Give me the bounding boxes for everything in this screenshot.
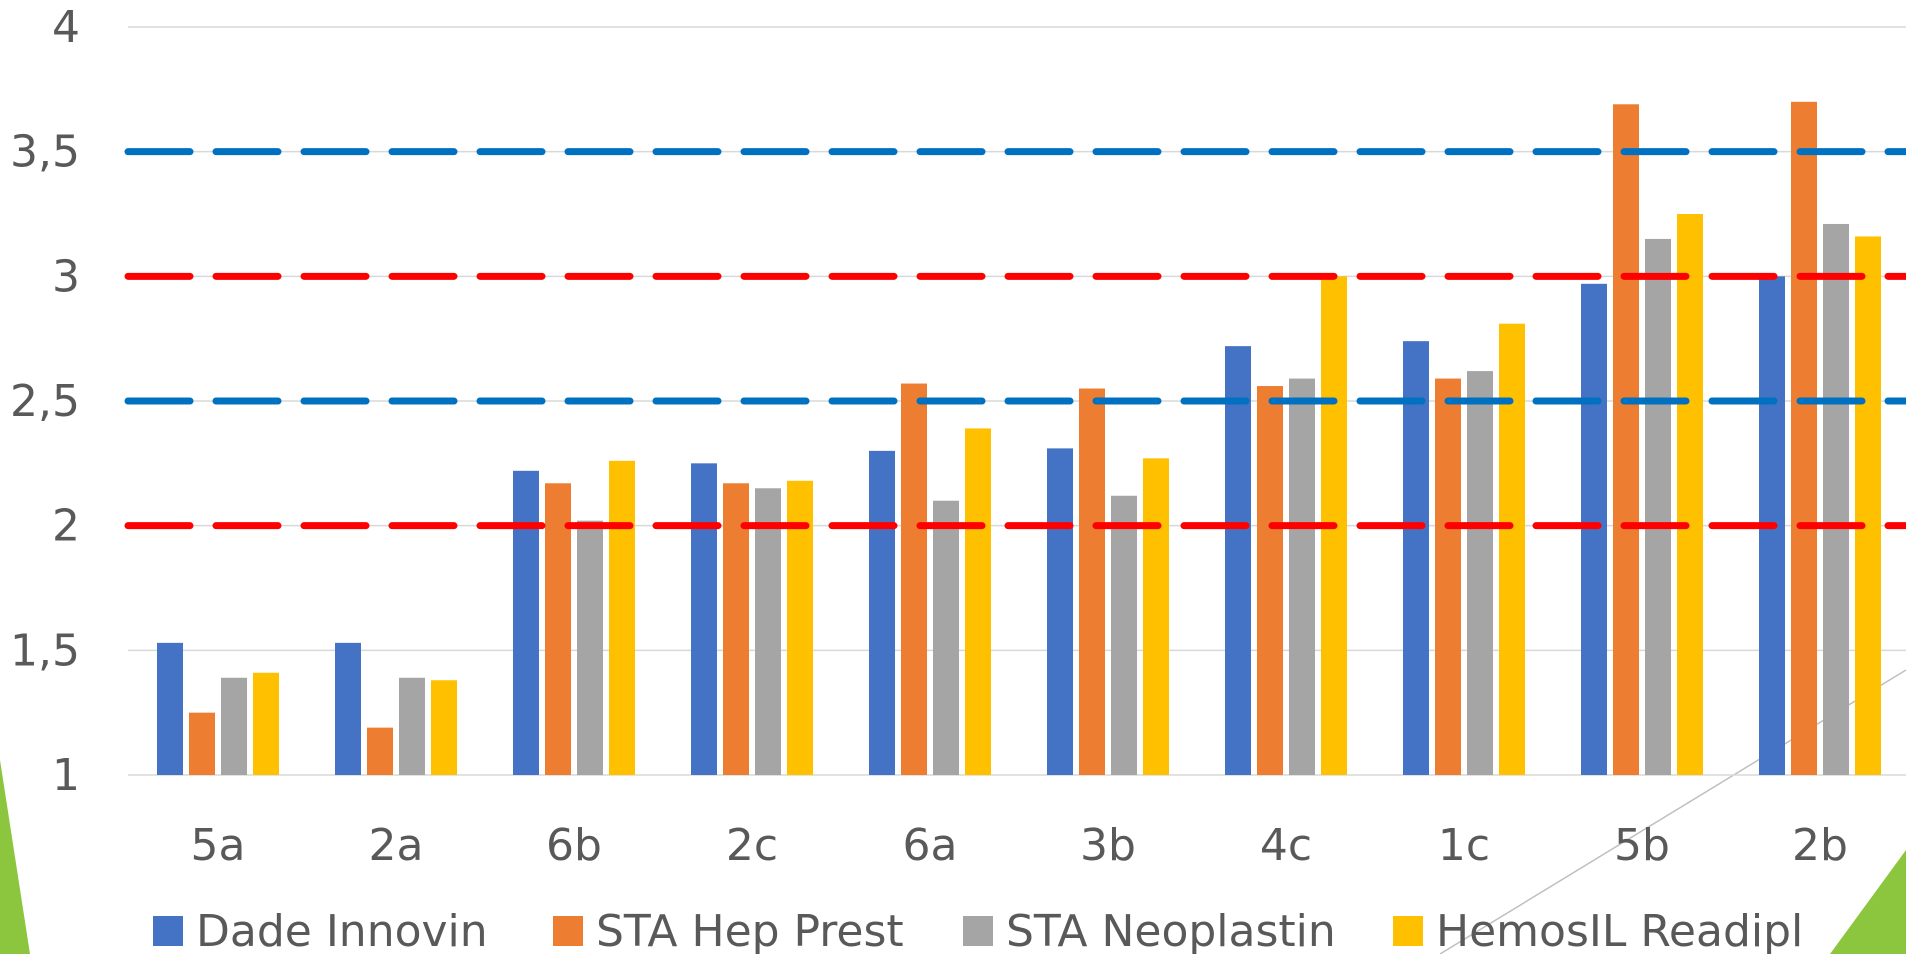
- bar: [723, 483, 749, 775]
- bar: [1823, 223, 1849, 775]
- y-tick-label: 2,5: [10, 376, 80, 427]
- bar: [1613, 104, 1639, 775]
- bar: [1791, 101, 1817, 776]
- bar: [1467, 371, 1493, 775]
- bar: [1581, 283, 1607, 775]
- bar: [545, 483, 571, 775]
- bar: [577, 520, 603, 775]
- bar: [1047, 448, 1073, 775]
- legend-label: Dade Innovin: [196, 906, 488, 954]
- legend-swatch: [963, 916, 993, 946]
- bar: [691, 463, 717, 775]
- bar: [221, 677, 247, 775]
- y-tick-label: 1,5: [10, 625, 80, 676]
- bar: [513, 470, 539, 775]
- legend-label: HemosIL Readipl: [1436, 906, 1803, 954]
- bar: [755, 488, 781, 775]
- bar: [1677, 214, 1703, 775]
- y-tick-label: 2: [52, 501, 80, 552]
- bar: [1645, 238, 1671, 775]
- x-tick-label: 1c: [1438, 820, 1490, 871]
- y-tick-label: 1: [52, 750, 80, 801]
- bar: [1257, 386, 1283, 775]
- x-tick-label: 2a: [369, 820, 424, 871]
- bar: [933, 500, 959, 775]
- y-tick-label: 4: [52, 2, 80, 53]
- x-tick-label: 6a: [903, 820, 958, 871]
- bar: [1499, 323, 1525, 775]
- legend-label: STA Neoplastin: [1006, 906, 1336, 954]
- bar: [1143, 458, 1169, 775]
- legend-swatch: [1393, 916, 1423, 946]
- bar: [1855, 236, 1881, 775]
- bar: [901, 383, 927, 775]
- bar: [609, 460, 635, 775]
- legend: Dade Innovin STA Hep Prest STA Neoplastin H…: [153, 906, 1803, 954]
- bar: [965, 428, 991, 775]
- y-tick-label: 3,5: [10, 127, 80, 178]
- bar: [253, 672, 279, 775]
- legend-label: STA Hep Prest: [596, 906, 904, 954]
- x-axis-tick-labels: 5a 2a 6b 2c 6a 3b 4c 1c 5b 2b: [191, 820, 1848, 871]
- bar: [189, 712, 215, 775]
- x-tick-label: 3b: [1080, 820, 1136, 871]
- bar: [1111, 495, 1137, 775]
- y-tick-label: 3: [52, 251, 80, 302]
- bar: [1289, 378, 1315, 775]
- bar: [869, 450, 895, 775]
- bar: [431, 680, 457, 775]
- bar: [1403, 341, 1429, 775]
- x-tick-label: 5b: [1614, 820, 1670, 871]
- bar: [1435, 378, 1461, 775]
- y-axis-tick-labels: 1 1,5 2 2,5 3 3,5 4: [10, 2, 80, 801]
- x-tick-label: 4c: [1260, 820, 1312, 871]
- bar: [399, 677, 425, 775]
- bar: [335, 642, 361, 775]
- x-tick-label: 2b: [1792, 820, 1848, 871]
- left-green-accent: [0, 760, 30, 954]
- reference-lines: [124, 148, 1906, 530]
- legend-swatch: [153, 916, 183, 946]
- bar: [367, 727, 393, 775]
- x-tick-label: 2c: [726, 820, 778, 871]
- bar: [1079, 388, 1105, 775]
- x-tick-label: 6b: [546, 820, 602, 871]
- bar: [1225, 346, 1251, 775]
- legend-swatch: [553, 916, 583, 946]
- bar: [787, 480, 813, 775]
- bar: [157, 642, 183, 775]
- bars: [157, 101, 1881, 776]
- right-green-accent: [1830, 850, 1906, 954]
- x-tick-label: 5a: [191, 820, 246, 871]
